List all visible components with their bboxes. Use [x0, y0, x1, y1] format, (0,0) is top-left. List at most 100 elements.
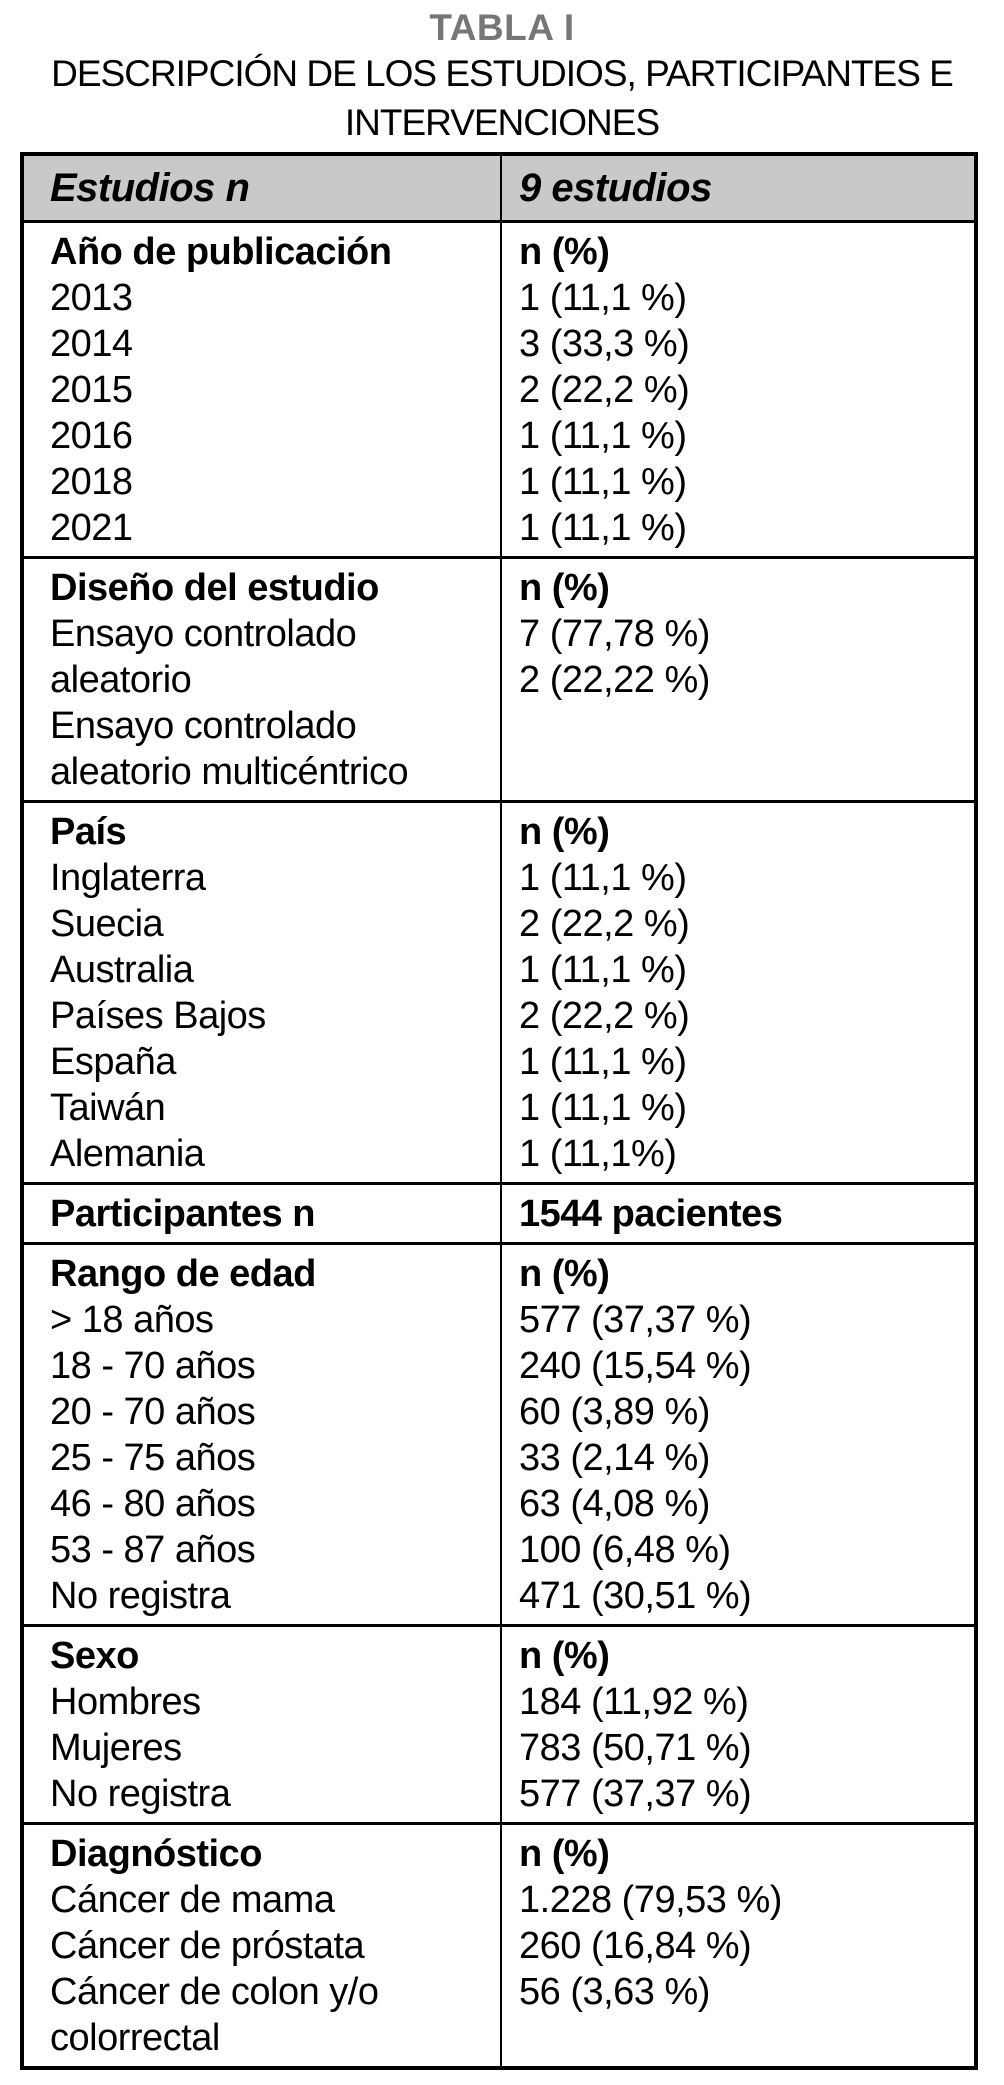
section-pais-values-line-1: 1 (11,1 %) [519, 857, 687, 899]
section-diagnostico-labels-line-4: colorrectal [50, 2017, 220, 2059]
section-rango-edad-labels-line-0: Rango de edad [50, 1253, 316, 1295]
section-rango-edad-values-line-3: 60 (3,89 %) [519, 1391, 710, 1433]
section-rango-edad-labels-line-1: > 18 años [50, 1299, 214, 1341]
section-diagnostico-values-line-1: 1.228 (79,53 %) [519, 1879, 782, 1921]
section-diagnostico-labels-line-3: Cáncer de colon y/o [50, 1971, 379, 2013]
section-pais-labels-line-6: Taiwán [50, 1087, 166, 1129]
section-pais-values-line-6: 1 (11,1 %) [519, 1087, 687, 1129]
section-diagnostico-labels-line-1: Cáncer de mama [50, 1879, 335, 1921]
section-sexo-labels-line-1: Hombres [50, 1681, 201, 1723]
table-header-n-estudios: 9 estudios [500, 156, 974, 220]
section-anio-publicacion-values-line-1: 1 (11,1 %) [519, 277, 687, 319]
section-diagnostico-labels-line-0: Diagnóstico [50, 1833, 262, 1875]
section-rango-edad-labels-line-7: No registra [50, 1575, 231, 1617]
section-sexo-values-line-0: n (%) [519, 1635, 610, 1677]
section-pais-values-line-5: 1 (11,1 %) [519, 1041, 687, 1083]
section-participantes-labels-line-0: Participantes n [50, 1193, 315, 1235]
section-rango-edad-labels-line-2: 18 - 70 años [50, 1345, 256, 1387]
section-pais-values-line-7: 1 (11,1%) [519, 1133, 677, 1175]
section-diseno-estudio-values-line-0: n (%) [519, 567, 610, 609]
section-diseno-estudio-values: n (%) 7 (77,78 %) 2 (22,22 %) [500, 559, 974, 800]
section-sexo-labels-line-2: Mujeres [50, 1727, 182, 1769]
section-diseno-estudio-labels-line-4: aleatorio multicéntrico [50, 751, 409, 793]
section-anio-publicacion-values-line-4: 1 (11,1 %) [519, 415, 687, 457]
section-pais-labels-line-4: Países Bajos [50, 995, 266, 1037]
table-section-rango-edad: Rango de edad > 18 años 18 - 70 años 20 - 7… [24, 1245, 974, 1627]
section-pais-labels: País Inglaterra Suecia Australia Países Bajo… [24, 803, 500, 1182]
section-anio-publicacion-labels-line-6: 2021 [50, 507, 133, 549]
section-diagnostico-values-line-2: 260 (16,84 %) [519, 1925, 752, 1967]
section-diseno-estudio-labels-line-2: aleatorio [50, 659, 192, 701]
section-anio-publicacion-labels-line-0: Año de publicación [50, 231, 392, 273]
table-section-pais: País Inglaterra Suecia Australia Países Bajo… [24, 803, 974, 1185]
section-pais-values-line-2: 2 (22,2 %) [519, 903, 690, 945]
section-pais-values-line-0: n (%) [519, 811, 610, 853]
section-rango-edad-values-line-0: n (%) [519, 1253, 610, 1295]
section-diagnostico-values: n (%) 1.228 (79,53 %) 260 (16,84 %) 56 (3,6… [500, 1825, 974, 2066]
section-diseno-estudio-labels-line-1: Ensayo controlado [50, 613, 357, 655]
section-sexo-values-line-3: 577 (37,37 %) [519, 1773, 752, 1815]
table-body: Año de publicación 2013 2014 2015 2016 2018 20… [24, 223, 974, 2066]
section-participantes-labels: Participantes n [24, 1185, 500, 1242]
section-pais-labels-line-7: Alemania [50, 1133, 205, 1175]
section-pais-labels-line-5: España [50, 1041, 176, 1083]
section-diseno-estudio-values-line-2: 2 (22,22 %) [519, 659, 710, 701]
table-section-diseno-estudio: Diseño del estudio Ensayo controlado aleat… [24, 559, 974, 803]
section-rango-edad-values-line-6: 100 (6,48 %) [519, 1529, 731, 1571]
section-rango-edad-values-line-2: 240 (15,54 %) [519, 1345, 752, 1387]
section-rango-edad-labels-line-5: 46 - 80 años [50, 1483, 256, 1525]
section-diagnostico-labels: Diagnóstico Cáncer de mama Cáncer de próst… [24, 1825, 500, 2066]
section-pais-values-line-4: 2 (22,2 %) [519, 995, 690, 1037]
section-pais-labels-line-0: País [50, 811, 127, 853]
table-section-sexo: Sexo Hombres Mujeres No registra n (%) 184 (1… [24, 1627, 974, 1825]
section-rango-edad-labels-line-4: 25 - 75 años [50, 1437, 256, 1479]
section-diseno-estudio-labels-line-0: Diseño del estudio [50, 567, 379, 609]
table-number-title: TABLA I [429, 7, 575, 48]
section-rango-edad-labels-line-6: 53 - 87 años [50, 1529, 256, 1571]
section-participantes-values-line-0: 1544 pacientes [519, 1193, 783, 1235]
section-diagnostico-values-line-0: n (%) [519, 1833, 610, 1875]
section-anio-publicacion-labels-line-5: 2018 [50, 461, 133, 503]
table-section-diagnostico: Diagnóstico Cáncer de mama Cáncer de próst… [24, 1825, 974, 2066]
table-section-participantes: Participantes n 1544 pacientes [24, 1185, 974, 1245]
section-participantes-values: 1544 pacientes [500, 1185, 974, 1242]
section-pais-labels-line-2: Suecia [50, 903, 164, 945]
section-rango-edad-values-line-4: 33 (2,14 %) [519, 1437, 710, 1479]
section-pais-values-line-3: 1 (11,1 %) [519, 949, 687, 991]
section-rango-edad-labels: Rango de edad > 18 años 18 - 70 años 20 - 7… [24, 1245, 500, 1624]
section-sexo-labels-line-0: Sexo [50, 1635, 139, 1677]
section-anio-publicacion-values-line-0: n (%) [519, 231, 610, 273]
section-rango-edad-values-line-1: 577 (37,37 %) [519, 1299, 752, 1341]
section-anio-publicacion-labels-line-2: 2014 [50, 323, 133, 365]
section-anio-publicacion-values: n (%) 1 (11,1 %) 3 (33,3 %) 2 (22,2 %) 1 (11… [500, 223, 974, 556]
section-diagnostico-labels-line-2: Cáncer de próstata [50, 1925, 365, 1967]
table-section-anio-publicacion: Año de publicación 2013 2014 2015 2016 2018 20… [24, 223, 974, 559]
section-anio-publicacion-labels-line-1: 2013 [50, 277, 133, 319]
section-sexo-values: n (%) 184 (11,92 %) 783 (50,71 %) 577 (37,3… [500, 1627, 974, 1822]
section-sexo-labels-line-3: No registra [50, 1773, 231, 1815]
section-anio-publicacion-labels-line-3: 2015 [50, 369, 133, 411]
section-anio-publicacion-values-line-6: 1 (11,1 %) [519, 507, 687, 549]
table-header-row: Estudios n 9 estudios [24, 156, 974, 223]
table-subtitle-line-2: INTERVENCIONES [344, 102, 660, 143]
section-sexo-labels: Sexo Hombres Mujeres No registra [24, 1627, 500, 1822]
section-sexo-values-line-2: 783 (50,71 %) [519, 1727, 752, 1769]
section-diseno-estudio-values-line-1: 7 (77,78 %) [519, 613, 710, 655]
section-anio-publicacion-values-line-5: 1 (11,1 %) [519, 461, 687, 503]
section-diseno-estudio-labels-line-3: Ensayo controlado [50, 705, 357, 747]
section-diseno-estudio-labels: Diseño del estudio Ensayo controlado aleat… [24, 559, 500, 800]
table-subtitle-line-1: DESCRIPCIÓN DE LOS ESTUDIOS, PARTICIPANT… [51, 53, 954, 94]
section-rango-edad-values: n (%) 577 (37,37 %) 240 (15,54 %) 60 (3,89 … [500, 1245, 974, 1624]
section-pais-values: n (%) 1 (11,1 %) 2 (22,2 %) 1 (11,1 %) 2 (22… [500, 803, 974, 1182]
section-rango-edad-values-line-5: 63 (4,08 %) [519, 1483, 710, 1525]
section-anio-publicacion-values-line-2: 3 (33,3 %) [519, 323, 690, 365]
section-sexo-values-line-1: 184 (11,92 %) [519, 1681, 749, 1723]
section-diagnostico-values-line-3: 56 (3,63 %) [519, 1971, 710, 2013]
section-pais-labels-line-1: Inglaterra [50, 857, 206, 899]
section-rango-edad-labels-line-3: 20 - 70 años [50, 1391, 256, 1433]
descriptive-table: Estudios n 9 estudios Año de publicación… [20, 152, 978, 2070]
section-rango-edad-values-line-7: 471 (30,51 %) [519, 1575, 752, 1617]
section-anio-publicacion-labels: Año de publicación 2013 2014 2015 2016 2018 20… [24, 223, 500, 556]
section-pais-labels-line-3: Australia [50, 949, 194, 991]
